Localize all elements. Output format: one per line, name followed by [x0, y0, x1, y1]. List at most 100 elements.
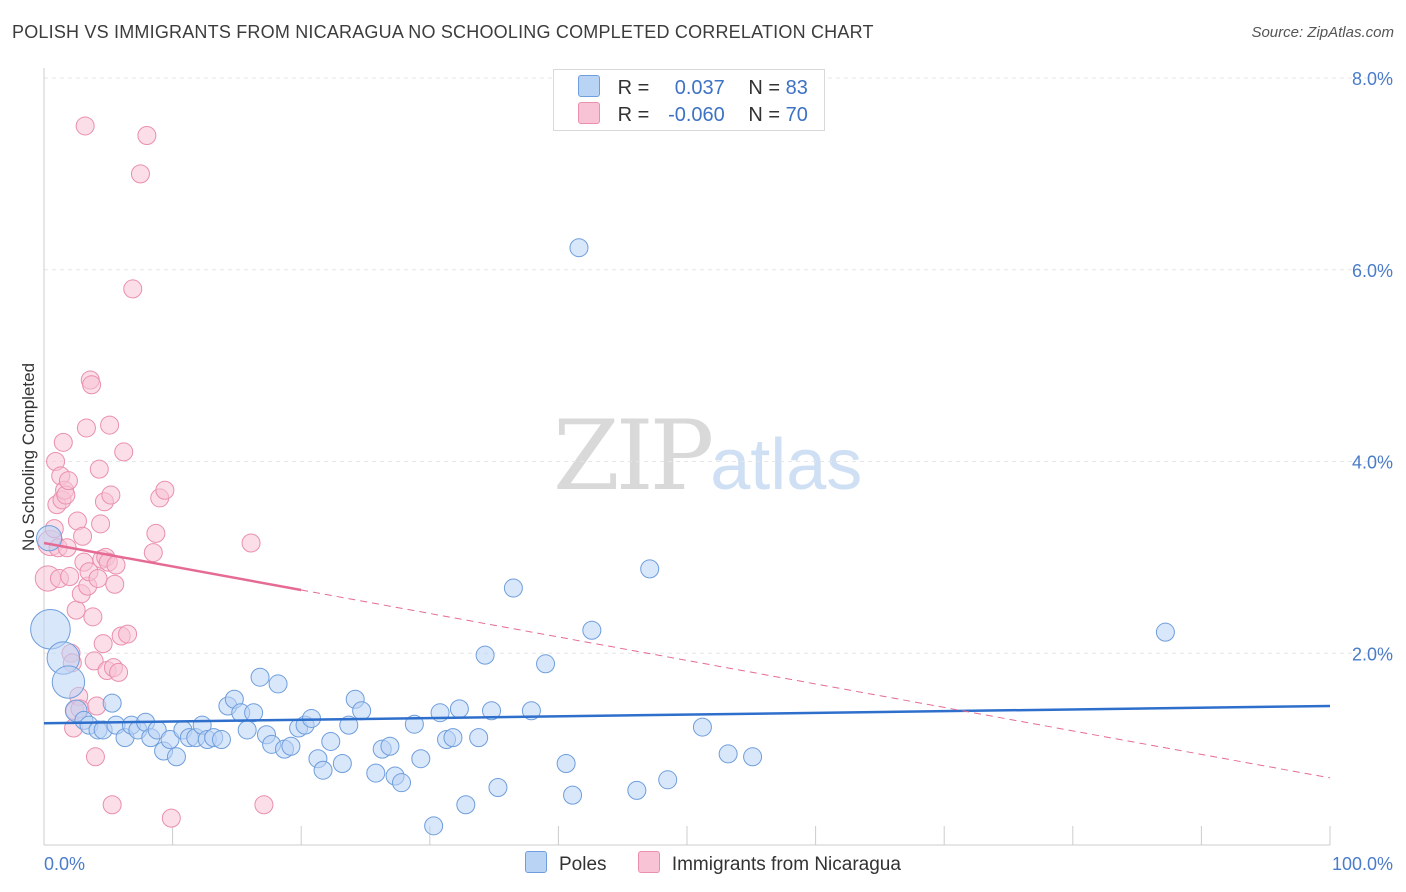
nicaragua-point	[143, 543, 163, 563]
poles-point	[582, 620, 602, 640]
legend-label-poles: Poles	[559, 854, 607, 875]
nicaragua-point	[254, 795, 274, 815]
poles-point	[424, 816, 444, 836]
nicaragua-point	[75, 116, 95, 136]
poles-point	[380, 736, 400, 756]
poles-point	[475, 645, 495, 665]
poles-swatch	[578, 75, 600, 97]
poles-trend-line	[43, 704, 1331, 725]
poles-point	[237, 720, 257, 740]
nicaragua-point	[73, 526, 93, 546]
y-axis-title: No Schooling Completed	[19, 363, 38, 551]
watermark: ZIPatlas	[553, 400, 862, 512]
poles-point	[488, 777, 508, 797]
poles-point	[482, 701, 502, 721]
nicaragua-point	[60, 567, 80, 587]
poles-point	[211, 730, 231, 750]
n-label: N =	[748, 104, 781, 126]
poles-point	[536, 654, 556, 674]
nicaragua-point	[91, 514, 111, 534]
watermark-zip: ZIP	[553, 400, 714, 512]
legend-row-poles: R = 0.037 N = 83	[578, 75, 808, 101]
y-tick-label: 8.0%	[1352, 69, 1393, 89]
nicaragua-point	[106, 555, 126, 575]
poles-point	[268, 674, 288, 694]
nicaragua-point	[83, 607, 103, 627]
poles-point	[281, 736, 301, 756]
poles-point	[469, 728, 489, 748]
nicaragua-point	[88, 568, 108, 588]
nicaragua-point	[82, 375, 102, 395]
nicaragua-point	[105, 574, 125, 594]
poles-point	[627, 780, 647, 800]
poles-point	[51, 665, 86, 699]
r-value: 0.037	[674, 77, 725, 99]
poles-point	[658, 770, 678, 790]
n-label: N =	[748, 77, 781, 99]
nicaragua-point	[137, 126, 157, 146]
poles-point	[503, 578, 523, 598]
poles-point	[250, 667, 270, 687]
nicaragua-point	[109, 662, 129, 682]
poles-point	[411, 749, 431, 769]
y-tick-label: 2.0%	[1352, 644, 1393, 664]
poles-swatch	[525, 851, 547, 873]
chart-title: POLISH VS IMMIGRANTS FROM NICARAGUA NO S…	[12, 22, 874, 42]
poles-point	[332, 754, 352, 774]
poles-point	[352, 701, 372, 721]
poles-point	[102, 693, 122, 713]
nicaragua-point	[161, 808, 181, 828]
poles-point	[743, 747, 763, 767]
legend-item-nicaragua[interactable]: Immigrants from Nicaragua	[637, 851, 901, 876]
nicaragua-point	[85, 747, 105, 767]
nicaragua-point	[58, 471, 78, 491]
nicaragua-point	[84, 651, 104, 671]
poles-point	[556, 754, 576, 774]
poles-point	[160, 730, 180, 750]
x-tick-label: 100.0%	[1332, 854, 1393, 874]
nicaragua-point	[87, 696, 107, 716]
r-value: -0.060	[668, 104, 725, 126]
n-value: 70	[785, 104, 808, 126]
poles-point	[563, 785, 583, 805]
nicaragua-point	[53, 432, 73, 452]
poles-point	[404, 714, 424, 734]
nicaragua-point	[101, 485, 121, 505]
nicaragua-swatch	[578, 102, 600, 124]
nicaragua-point	[66, 600, 86, 620]
correlation-legend: R = 0.037 N = 83 R = -0.060 N = 70	[553, 69, 825, 131]
poles-point	[443, 728, 463, 748]
nicaragua-point	[123, 279, 143, 299]
poles-point	[1155, 622, 1175, 642]
nicaragua-trend-line	[43, 541, 302, 592]
poles-point	[321, 731, 341, 751]
nicaragua-point	[130, 164, 150, 184]
nicaragua-point	[146, 523, 166, 543]
poles-point	[36, 525, 63, 552]
poles-point	[339, 715, 359, 735]
legend-row-nicaragua: R = -0.060 N = 70	[578, 102, 808, 128]
poles-point	[456, 795, 476, 815]
poles-point	[692, 717, 712, 737]
poles-point	[313, 760, 333, 780]
r-label: R =	[617, 77, 650, 99]
legend-label-nicaragua: Immigrants from Nicaragua	[671, 854, 901, 875]
legend-item-poles[interactable]: Poles	[525, 851, 607, 876]
poles-point	[569, 238, 589, 258]
series-legend: Poles Immigrants from Nicaragua	[525, 851, 927, 876]
nicaragua-point	[89, 459, 109, 479]
nicaragua-point	[93, 634, 113, 654]
nicaragua-point	[76, 418, 96, 438]
nicaragua-point	[102, 795, 122, 815]
poles-point	[166, 747, 186, 767]
nicaragua-point	[114, 442, 134, 462]
nicaragua-swatch	[637, 851, 660, 873]
n-value: 83	[785, 77, 808, 99]
poles-point	[449, 699, 469, 719]
nicaragua-point	[155, 480, 175, 500]
poles-point	[640, 559, 660, 579]
poles-point	[392, 773, 412, 793]
nicaragua-point	[118, 624, 138, 644]
y-tick-label: 4.0%	[1352, 453, 1393, 473]
